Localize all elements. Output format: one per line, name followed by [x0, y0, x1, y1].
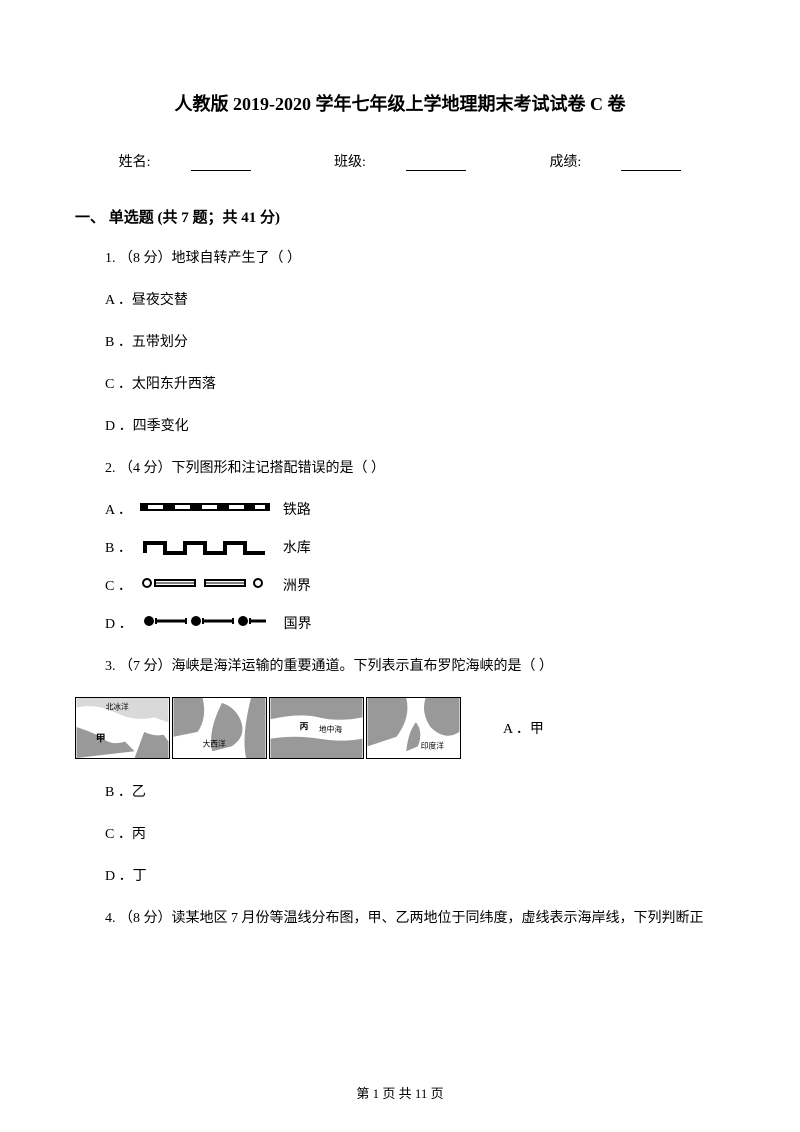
q3-option-b: B ．乙: [105, 781, 725, 801]
border-symbol-icon: [141, 614, 271, 632]
q2-d-label: 国界: [284, 613, 312, 633]
name-field: 姓名:: [99, 155, 271, 170]
q2-option-d: D ． 国界: [105, 613, 725, 633]
q1-option-c: C ．太阳东升西落: [105, 373, 725, 393]
q2-text: 2. （4 分）下列图形和注记搭配错误的是（ ）: [105, 457, 725, 477]
svg-text:印度洋: 印度洋: [421, 740, 444, 750]
q3-option-c: C ．丙: [105, 823, 725, 843]
q1-option-b: B ．五带划分: [105, 331, 725, 351]
section-heading: 一、 单选题 (共 7 题；共 41 分): [75, 206, 725, 227]
q2-option-c: C ． 洲界: [105, 575, 725, 595]
map-1-icon: 北冰洋 甲: [75, 697, 170, 759]
q2-a-label: 铁路: [283, 499, 311, 519]
question-1: 1. （8 分）地球自转产生了（ ） A ．昼夜交替 B ．五带划分 C ．太阳…: [75, 247, 725, 435]
question-3-options: B ．乙 C ．丙 D ．丁: [75, 781, 725, 885]
q2-option-a: A ． 铁路: [105, 499, 725, 519]
svg-text:丙: 丙: [300, 721, 309, 731]
score-field: 成绩:: [529, 155, 701, 170]
map-2-icon: 大西洋: [172, 697, 267, 759]
svg-text:地中海: 地中海: [319, 724, 342, 734]
q3-option-d: D ．丁: [105, 865, 725, 885]
page-footer: 第 1 页 共 11 页: [0, 1083, 800, 1102]
score-underline: [621, 155, 681, 171]
reservoir-symbol-icon: [140, 538, 270, 556]
svg-text:甲: 甲: [96, 734, 106, 745]
svg-text:大西洋: 大西洋: [203, 738, 226, 748]
map-4-icon: 印度洋: [366, 697, 461, 759]
q3-option-a: A ．甲: [503, 718, 544, 738]
q3-map-row: 北冰洋 甲 大西洋 丙 地中海 印度洋 A ．甲: [75, 697, 725, 759]
q3-text: 3. （7 分）海峡是海洋运输的重要通道。下列表示直布罗陀海峡的是（ ）: [105, 655, 725, 675]
info-row: 姓名: 班级: 成绩:: [75, 151, 725, 171]
q1-option-d: D ．四季变化: [105, 415, 725, 435]
question-4: 4. （8 分）读某地区 7 月份等温线分布图，甲、乙两地位于同纬度，虚线表示海…: [75, 907, 725, 927]
railway-symbol-icon: [140, 500, 270, 518]
class-field: 班级:: [314, 155, 486, 170]
q2-option-b: B ． 水库: [105, 537, 725, 557]
q2-c-label: 洲界: [283, 575, 311, 595]
q2-b-prefix: B ．: [105, 537, 132, 557]
q2-b-label: 水库: [283, 537, 311, 557]
map-3-icon: 丙 地中海: [269, 697, 364, 759]
q1-text: 1. （8 分）地球自转产生了（ ）: [105, 247, 725, 267]
q1-option-a: A ．昼夜交替: [105, 289, 725, 309]
question-3: 3. （7 分）海峡是海洋运输的重要通道。下列表示直布罗陀海峡的是（ ）: [75, 655, 725, 675]
name-underline: [191, 155, 251, 171]
q2-a-prefix: A ．: [105, 499, 132, 519]
q4-text: 4. （8 分）读某地区 7 月份等温线分布图，甲、乙两地位于同纬度，虚线表示海…: [105, 907, 725, 927]
continent-symbol-icon: [140, 576, 270, 594]
page-title: 人教版 2019-2020 学年七年级上学地理期末考试试卷 C 卷: [75, 90, 725, 116]
svg-text:北冰洋: 北冰洋: [106, 702, 129, 712]
class-underline: [406, 155, 466, 171]
q2-c-prefix: C ．: [105, 575, 132, 595]
question-2: 2. （4 分）下列图形和注记搭配错误的是（ ） A ． 铁路 B ． 水库: [75, 457, 725, 633]
q2-d-prefix: D ．: [105, 613, 133, 633]
